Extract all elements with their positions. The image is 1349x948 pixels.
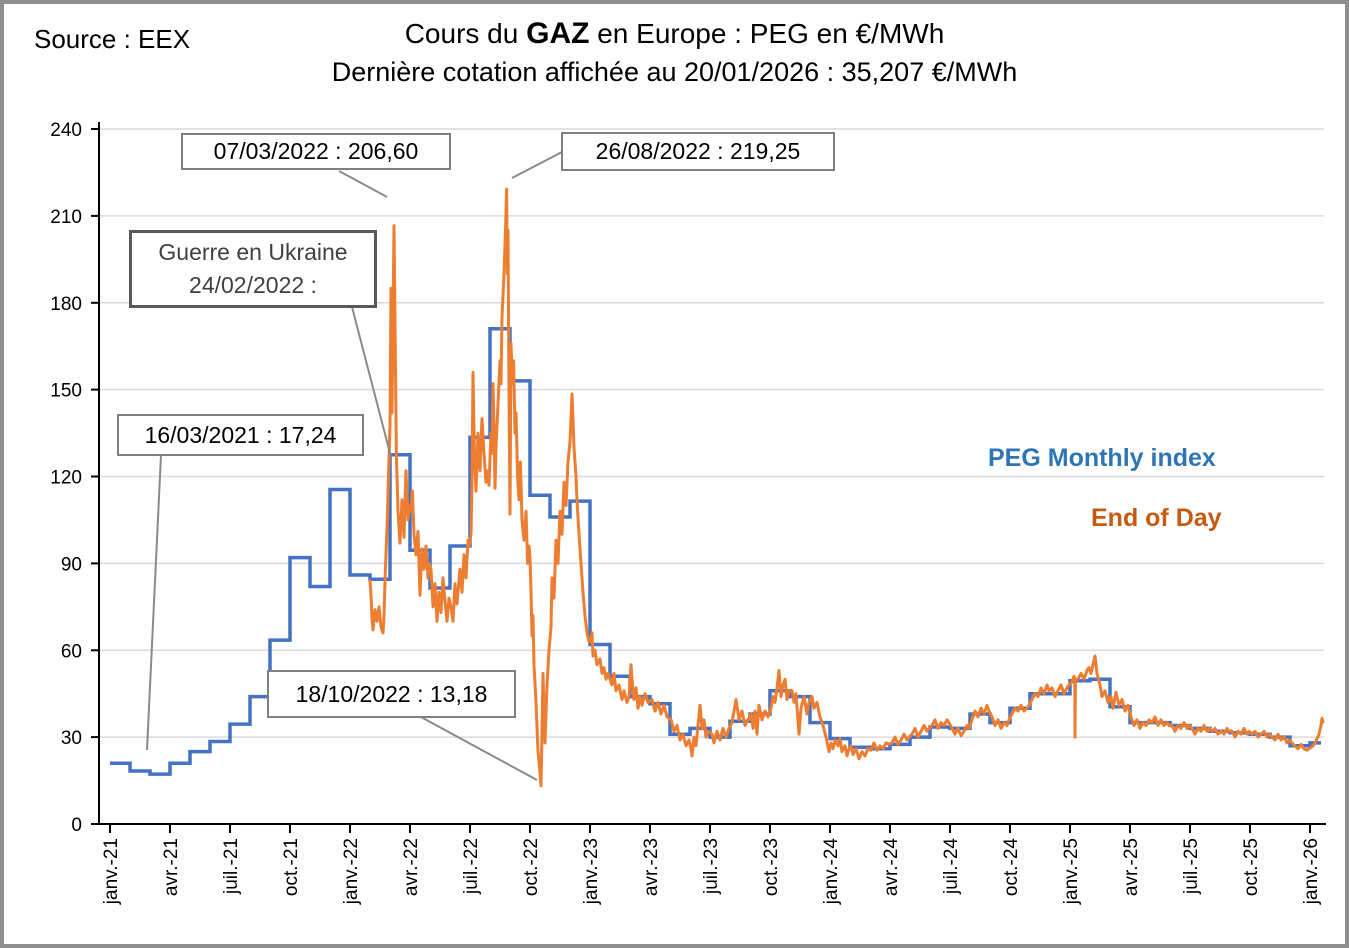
x-tick-label: janv.-24 [821,838,842,906]
annotation-low-oct-2022: 18/10/2022 : 13,18 [267,670,516,718]
leader-line-war-ukraine [351,306,392,458]
x-tick-label: avr.-25 [1121,838,1142,896]
x-tick-label: juil.-21 [221,838,242,895]
leader-line-peak-mar-2022 [338,170,388,198]
leader-line-low-mar-2021 [146,454,162,751]
legend-peg-monthly-index: PEG Monthly index [988,444,1216,472]
annotation-peak-mar-2022: 07/03/2022 : 206,60 [181,133,451,170]
y-tick-label: 180 [50,294,82,315]
chart-title-bold: GAZ [526,17,590,50]
annotation-line: 24/02/2022 : [189,272,317,298]
plot-area: 0 30 60 90 120 150 180 210 240 janv.-21 avr.-21 jui… [50,120,1326,906]
x-tick-label: janv.-23 [581,838,602,905]
x-tick-label: janv.-21 [101,838,122,905]
x-tick-label: oct.-23 [761,838,782,896]
annotation-war-ukraine: Guerre en Ukraine 24/02/2022 : [129,230,377,308]
x-tick-label: oct.-24 [1001,838,1022,897]
x-tick-label: janv.-22 [341,838,362,905]
x-tick-label: juil.-24 [941,838,962,895]
leader-line-peak-aug-2022 [511,151,563,179]
x-tick-label: avr.-24 [881,838,902,897]
x-tick-label: oct.-21 [281,838,302,896]
y-tick-label: 150 [50,381,82,402]
legend-end-of-day: End of Day [1091,504,1222,532]
x-tick-label: juil.-25 [1181,838,1202,895]
x-tick-label: oct.-25 [1241,838,1262,896]
source-label: Source : EEX [34,24,191,54]
leader-line-low-oct-2022 [420,716,538,781]
series-end-of-day [368,187,1325,788]
chart-subtitle: Dernière cotation affichée au 20/01/2026… [331,57,1018,87]
y-tick-label: 0 [71,815,82,836]
x-tick-label: avr.-22 [401,838,422,896]
x-tick-label: avr.-21 [161,838,182,896]
y-tick-label: 30 [61,728,82,749]
x-tick-label: juil.-23 [701,838,722,895]
y-tick-label: 120 [50,468,82,489]
x-tick-label: janv.-26 [1301,838,1322,905]
y-tick-label: 60 [61,641,82,662]
chart-title-suffix: en Europe : PEG en €/MWh [589,18,945,49]
annotation-peak-aug-2022: 26/08/2022 : 219,25 [561,132,835,171]
annotation-line: Guerre en Ukraine [158,238,348,265]
chart-title-prefix: Cours du [404,18,527,49]
x-tick-label: oct.-22 [521,838,542,896]
y-tick-label: 210 [50,207,82,228]
y-tick-label: 90 [61,554,82,575]
annotation-low-mar-2021: 16/03/2021 : 17,24 [117,414,364,456]
y-tick-label: 240 [50,120,82,141]
x-tick-label: juil.-22 [461,838,482,895]
x-tick-label: avr.-23 [641,838,662,896]
x-tick-label: janv.-25 [1061,838,1082,905]
chart-title: Cours du GAZ en Europe : PEG en €/MWh [4,17,1345,51]
